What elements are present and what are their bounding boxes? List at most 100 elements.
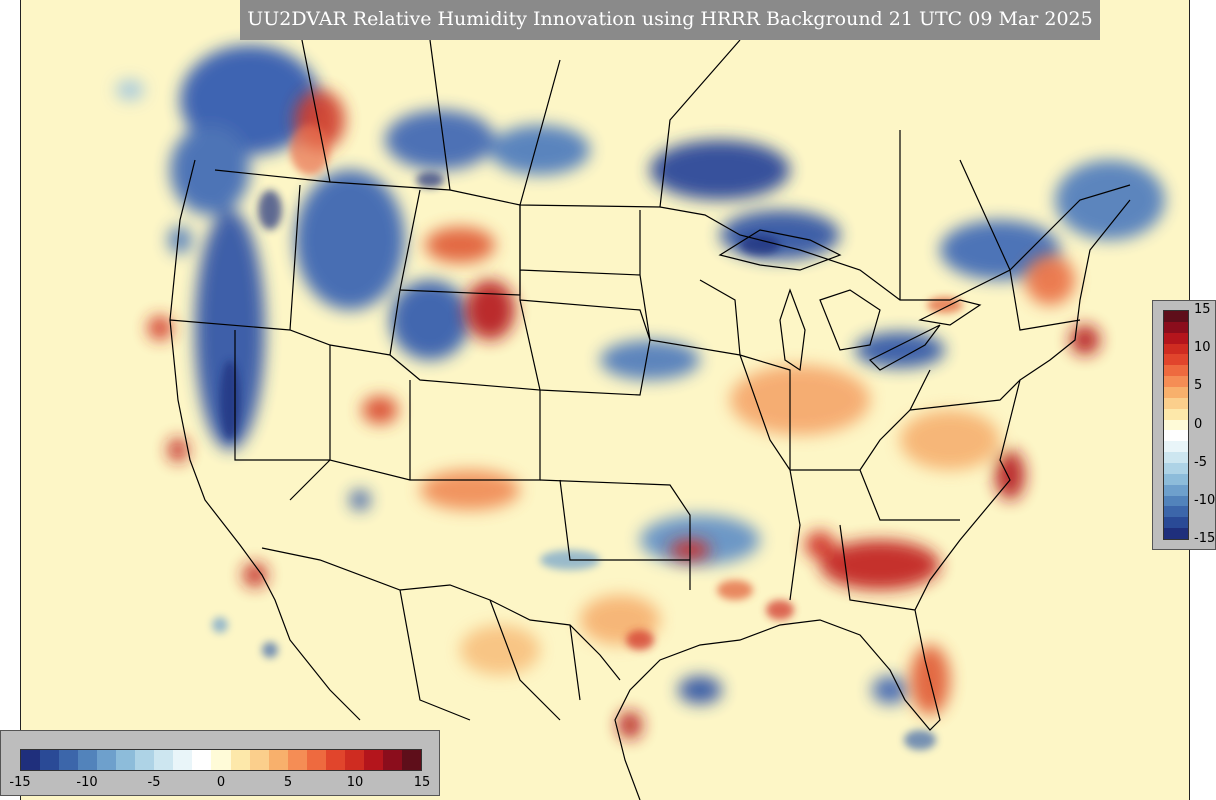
colorbar-vertical-swatch bbox=[1164, 343, 1188, 355]
area-mx-orange bbox=[460, 625, 540, 675]
colorbar-vertical-swatch bbox=[1164, 495, 1188, 507]
us-canada-border bbox=[214, 169, 1131, 301]
colorbar-vertical-swatch bbox=[1164, 376, 1188, 388]
colorbar-horizontal-swatch bbox=[135, 750, 155, 770]
colorbar-vertical-tick: 5 bbox=[1194, 378, 1203, 393]
colorbar-vertical: 15 10 5 0 -5 -10 -15 bbox=[1152, 300, 1216, 550]
state-lines-east bbox=[739, 269, 1081, 611]
great-lakes-outline bbox=[718, 229, 982, 372]
area-superior-blue bbox=[720, 210, 840, 260]
area-oh-orange bbox=[900, 410, 1000, 470]
colorbar-vertical-swatch bbox=[1164, 419, 1188, 431]
mexico-states bbox=[399, 589, 581, 721]
colorbar-vertical-swatch bbox=[1164, 506, 1188, 518]
area-mb-blue bbox=[490, 125, 590, 175]
colorbar-vertical-swatch bbox=[1164, 332, 1188, 344]
colorbar-horizontal-swatch bbox=[116, 750, 136, 770]
colorbar-vertical-swatch bbox=[1164, 387, 1188, 398]
area-ma-red bbox=[1070, 325, 1100, 355]
colorbar-vertical-swatch bbox=[1164, 321, 1188, 333]
colorbar-vertical-swatch bbox=[1164, 484, 1188, 496]
area-ia-blue bbox=[600, 340, 700, 380]
colorbar-horizontal-swatch bbox=[344, 750, 364, 770]
area-erie-blue bbox=[855, 332, 945, 368]
area-gulf-east-blue bbox=[872, 676, 908, 704]
colorbar-horizontal-tick: 10 bbox=[346, 775, 364, 790]
area-sd-red bbox=[465, 280, 515, 340]
colorbar-horizontal: -15 -10 -5 0 5 10 15 bbox=[0, 730, 440, 796]
colorbar-horizontal-tick: -10 bbox=[76, 775, 98, 790]
area-mt-red bbox=[425, 227, 495, 263]
colorbar-vertical-swatch bbox=[1164, 430, 1188, 442]
colorbar-horizontal-swatch bbox=[97, 750, 117, 770]
colorbar-vertical-swatch bbox=[1164, 311, 1188, 322]
colorbar-horizontal-swatch bbox=[154, 750, 174, 770]
area-baja-red bbox=[243, 563, 267, 587]
colorbar-vertical-tick: -5 bbox=[1194, 455, 1207, 470]
us-east-coast bbox=[614, 199, 1131, 800]
area-nv-dot-blue bbox=[350, 490, 370, 510]
colorbar-vertical-swatch bbox=[1164, 354, 1188, 366]
area-id-blue bbox=[295, 170, 405, 310]
colorbar-horizontal-swatch bbox=[325, 750, 345, 770]
area-pacific-blue bbox=[168, 226, 192, 254]
colorbar-vertical-tick: 15 bbox=[1194, 302, 1211, 317]
colorbar-vertical-swatch bbox=[1164, 473, 1188, 485]
colorbar-horizontal-swatch bbox=[230, 750, 250, 770]
area-al-red bbox=[805, 531, 835, 559]
colorbar-vertical-swatch bbox=[1164, 397, 1188, 409]
colorbar-horizontal-swatch bbox=[211, 750, 231, 770]
colorbar-vertical-tick: 10 bbox=[1194, 340, 1211, 355]
area-ns-blue bbox=[1055, 160, 1165, 240]
colorbar-horizontal-swatch bbox=[268, 750, 288, 770]
colorbar-horizontal-swatch bbox=[306, 750, 326, 770]
colorbar-horizontal-swatch bbox=[287, 750, 307, 770]
us-west-coast bbox=[169, 159, 361, 721]
area-nc-coast-red bbox=[995, 450, 1025, 500]
canada-provinces bbox=[299, 29, 1011, 300]
area-gulf-blue bbox=[678, 676, 722, 704]
map-boundaries bbox=[169, 29, 1131, 800]
colorbar-horizontal-tick: 0 bbox=[216, 775, 226, 790]
colorbar-horizontal-gradient bbox=[20, 749, 422, 771]
colorbar-vertical-tick: -10 bbox=[1194, 493, 1216, 508]
colorbar-vertical-swatch bbox=[1164, 365, 1188, 377]
area-ne-orange bbox=[1025, 255, 1075, 305]
colorbar-vertical-swatch bbox=[1164, 441, 1188, 453]
colorbar-vertical-tick: -15 bbox=[1194, 531, 1216, 546]
colorbar-vertical-swatch bbox=[1164, 452, 1188, 464]
state-lines-central bbox=[519, 205, 741, 590]
colorbar-horizontal-swatch bbox=[363, 750, 383, 770]
area-midwest-orange bbox=[730, 365, 870, 435]
positive-innovation-areas bbox=[148, 90, 1100, 739]
colorbar-horizontal-tick: -5 bbox=[147, 775, 161, 790]
colorbar-horizontal-tick: 15 bbox=[413, 775, 431, 790]
area-co-orange bbox=[420, 470, 520, 510]
colorbar-horizontal-swatch bbox=[382, 750, 402, 770]
colorbar-horizontal-swatch bbox=[21, 750, 41, 770]
map-title: UU2DVAR Relative Humidity Innovation usi… bbox=[240, 0, 1100, 40]
colorbar-vertical-swatch bbox=[1164, 463, 1188, 474]
area-wy-blue bbox=[390, 280, 470, 360]
colorbar-horizontal-swatch bbox=[40, 750, 60, 770]
colorbar-vertical-swatch bbox=[1164, 517, 1188, 529]
area-ar-blue bbox=[640, 515, 760, 565]
colorbar-horizontal-swatch bbox=[59, 750, 79, 770]
area-sk-blue bbox=[385, 110, 495, 170]
area-pacific-north-blue bbox=[116, 80, 144, 100]
area-wa-blue bbox=[170, 125, 250, 215]
colorbar-horizontal-swatch bbox=[401, 750, 421, 770]
colorbar-horizontal-tick: -15 bbox=[9, 775, 31, 790]
colorbar-vertical-tick: 0 bbox=[1194, 417, 1203, 432]
colorbar-vertical-swatch bbox=[1164, 408, 1188, 420]
colorbar-vertical-gradient bbox=[1163, 310, 1189, 540]
colorbar-horizontal-swatch bbox=[173, 750, 193, 770]
colorbar-horizontal-swatch bbox=[249, 750, 269, 770]
area-mx-gulf-red bbox=[618, 711, 642, 739]
area-ca-coast-red bbox=[168, 438, 188, 462]
area-ga-red bbox=[820, 540, 940, 590]
area-ut-red bbox=[362, 396, 398, 424]
colorbar-vertical-swatch bbox=[1164, 528, 1188, 540]
